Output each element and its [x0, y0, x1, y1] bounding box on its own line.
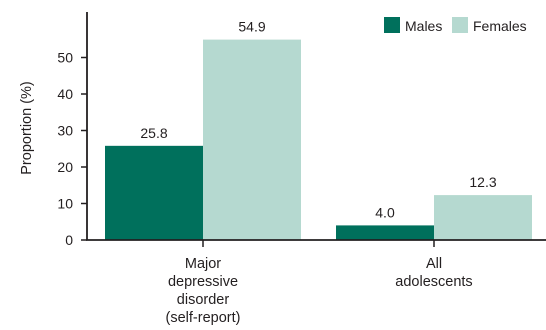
legend-label-males: Males — [405, 18, 442, 34]
legend: Males Females — [384, 17, 527, 34]
data-label: 54.9 — [238, 19, 265, 35]
y-tick-label: 10 — [57, 196, 73, 212]
category-label-line: adolescents — [395, 274, 472, 290]
bars-group — [105, 39, 532, 240]
y-tick-label: 0 — [65, 232, 73, 248]
legend-swatch-males — [384, 17, 400, 33]
y-tick-label: 30 — [57, 123, 73, 139]
category-label-line: disorder — [177, 292, 230, 308]
bar-males-0 — [105, 145, 203, 240]
legend-label-females: Females — [473, 18, 527, 34]
y-tick-label: 20 — [57, 159, 73, 175]
legend-swatch-females — [452, 17, 468, 33]
bar-females-1 — [434, 195, 532, 240]
data-label: 12.3 — [469, 174, 496, 190]
data-label: 4.0 — [375, 204, 395, 220]
y-axis-title: Proportion (%) — [19, 81, 35, 174]
data-label: 25.8 — [140, 125, 167, 141]
category-label-line: Major — [185, 256, 221, 272]
bar-females-0 — [203, 39, 301, 240]
y-tick-label: 40 — [57, 86, 73, 102]
category-label-line: All — [426, 256, 442, 272]
category-label-line: (self-report) — [166, 310, 241, 326]
data-labels-group: 25.8 54.9 4.0 12.3 — [140, 19, 496, 221]
bar-males-1 — [336, 225, 434, 240]
category-labels-group: Major depressive disorder (self-report) All a… — [166, 256, 473, 326]
y-tick-label: 50 — [57, 50, 73, 66]
y-ticks-group: 0 10 20 30 40 50 — [57, 50, 87, 248]
category-label-line: depressive — [168, 274, 238, 290]
x-ticks-group — [202, 240, 435, 247]
